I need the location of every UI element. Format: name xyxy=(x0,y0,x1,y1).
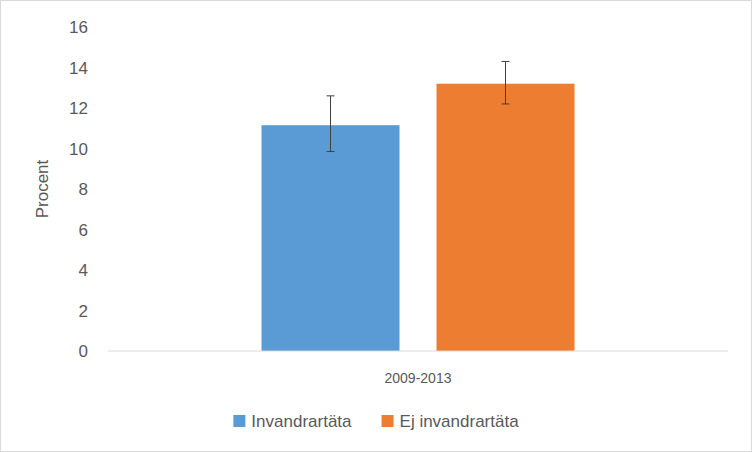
bar xyxy=(262,125,400,351)
legend-label: Ej invandrartäta xyxy=(400,412,520,431)
x-axis-line xyxy=(108,351,728,352)
y-axis-label: Procent xyxy=(33,159,52,218)
bar xyxy=(437,84,575,351)
error-cap xyxy=(327,95,335,96)
y-tick-label: 10 xyxy=(69,140,88,159)
error-cap xyxy=(327,151,335,152)
legend-swatch xyxy=(382,415,394,427)
y-tick-label: 12 xyxy=(69,99,88,118)
chart: 0 2 4 6 8 10 12 14 16 Procent 2009-2013 Invandrartä… xyxy=(0,0,752,452)
legend: Invandrartäta Ej invandrartäta xyxy=(233,412,519,431)
error-bar xyxy=(505,61,506,104)
error-cap xyxy=(502,61,510,62)
y-tick-label: 6 xyxy=(79,221,88,240)
error-bar xyxy=(330,96,331,152)
chart-border xyxy=(1,1,752,452)
legend-swatch xyxy=(233,415,245,427)
y-tick-label: 4 xyxy=(79,261,88,280)
y-tick-label: 0 xyxy=(79,342,88,361)
error-bars xyxy=(327,61,510,151)
y-tick-label: 16 xyxy=(69,18,88,37)
y-tick-label: 2 xyxy=(79,302,88,321)
y-tick-label: 14 xyxy=(69,59,88,78)
error-cap xyxy=(502,103,510,104)
x-tick-label: 2009-2013 xyxy=(385,370,452,386)
legend-label: Invandrartäta xyxy=(251,412,352,431)
y-tick-label: 8 xyxy=(79,180,88,199)
